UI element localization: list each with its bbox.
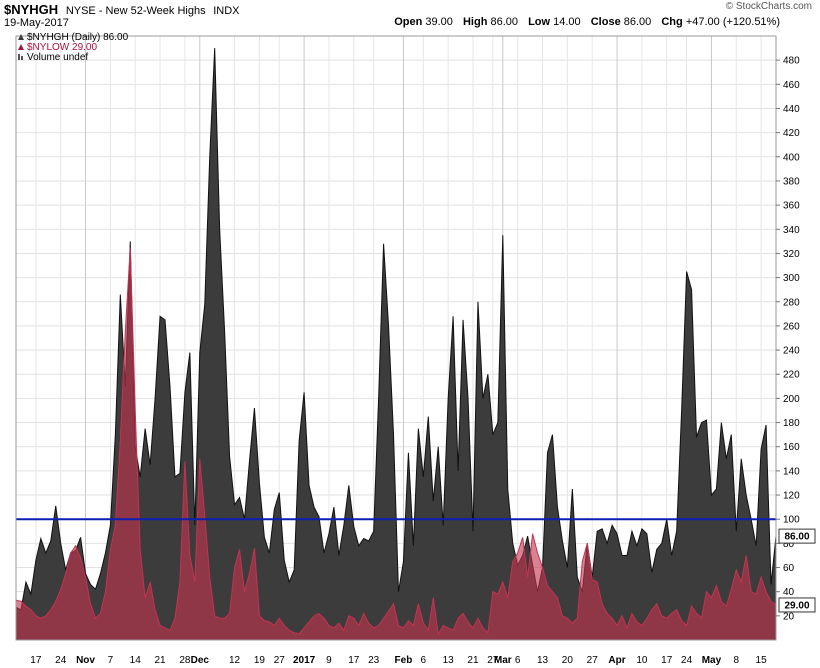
last-value-box-nyhgh: [778, 528, 816, 544]
y-tick-label: 460: [783, 80, 800, 91]
x-tick-label: Dec: [191, 655, 210, 666]
volume-legend-label: Volume undef: [27, 52, 88, 63]
low-value: 14.00: [553, 16, 581, 28]
high-label: High: [462, 16, 488, 28]
y-tick-label: 320: [783, 249, 800, 260]
y-axis: 20 40 60 80 100 120 140 160 180 200 220 240 260 280 30…: [776, 56, 816, 622]
x-tick-label: 17: [30, 655, 42, 666]
chg-label: Chg: [661, 16, 683, 28]
symbol-description: NYSE - New 52-Week Highs: [65, 5, 206, 17]
x-tick-label: 7: [108, 655, 114, 666]
x-tick-label: 15: [756, 655, 768, 666]
x-axis: 17 24 Nov 7 14 21 28 Dec 12 19 27 2017 9 17 23 Feb 6 13 21…: [30, 655, 767, 666]
x-tick-label: 17: [348, 655, 360, 666]
series-line-nyhgh: [15, 48, 777, 611]
nylow-legend-label: $NYLOW 29.00: [27, 42, 97, 53]
plot-frame: [15, 35, 777, 641]
y-tick-label: 340: [783, 225, 800, 236]
volume-legend-icon: [18, 54, 20, 60]
x-tick-label: May: [702, 655, 722, 666]
x-tick-label: 24: [681, 655, 693, 666]
y-tick-label: 200: [783, 394, 800, 405]
brand-logo: © StockCharts.com: [725, 1, 812, 12]
y-tick-label: 400: [783, 152, 800, 163]
x-tick-label: 6: [515, 655, 521, 666]
x-tick-label: Nov: [76, 655, 95, 666]
last-value-label-nyhgh: 86.00: [784, 532, 809, 543]
y-tick-label: 420: [783, 128, 800, 139]
x-tick-label: 24: [55, 655, 67, 666]
x-tick-label: Apr: [608, 655, 625, 666]
nylow-legend-icon: [18, 44, 24, 50]
y-tick-label: 220: [783, 370, 800, 381]
x-tick-label: 13: [537, 655, 549, 666]
x-tick-label: Feb: [395, 655, 413, 666]
y-tick-label: 40: [783, 587, 795, 598]
y-tick-label: 140: [783, 466, 800, 477]
symbol: $NYHGH: [4, 2, 59, 17]
y-tick-label: 380: [783, 176, 800, 187]
volume-legend-icon-2: [21, 56, 23, 60]
x-tick-label: 27: [274, 655, 286, 666]
x-tick-label: 13: [443, 655, 455, 666]
y-tick-label: 160: [783, 442, 800, 453]
x-tick-label: 17: [661, 655, 673, 666]
x-tick-label: 21: [154, 655, 166, 666]
x-tick-label: 27: [587, 655, 599, 666]
x-tick-label: 14: [130, 655, 142, 666]
x-tick-label: 23: [368, 655, 380, 666]
y-tick-label: 60: [783, 563, 795, 574]
chart-date: 19-May-2017: [4, 17, 69, 29]
symbol-exchange: INDX: [213, 5, 240, 17]
y-tick-label: 20: [783, 611, 795, 622]
chg-value: +47.00 (+120.51%): [685, 16, 780, 28]
y-tick-label: 440: [783, 104, 800, 115]
ohlc-summary: Open 39.00 High 86.00 Low 14.00 Close 86…: [394, 16, 780, 28]
y-tick-label: 300: [783, 273, 800, 284]
y-tick-label: 280: [783, 297, 800, 308]
open-value: 39.00: [425, 16, 453, 28]
y-tick-label: 120: [783, 491, 800, 502]
x-tick-label: 27: [487, 655, 499, 666]
y-tick-label: 240: [783, 346, 800, 357]
x-tick-label: Mar: [494, 655, 512, 666]
x-tick-label: 9: [326, 655, 332, 666]
open-label: Open: [394, 16, 423, 28]
close-value: 86.00: [623, 16, 652, 28]
y-tick-label: 360: [783, 201, 800, 212]
chart-legend: $NYHGH (Daily) 86.00 $NYLOW 29.00 Volume…: [18, 32, 129, 63]
last-value-box-nylow: [778, 597, 816, 613]
symbol-title: $NYHGH NYSE - New 52-Week Highs INDX: [4, 2, 240, 17]
chart-series: [15, 48, 777, 640]
series-area-nyhgh: [16, 48, 776, 640]
y-tick-label: 480: [783, 56, 800, 67]
y-tick-label: 180: [783, 418, 800, 429]
y-tick-label: 80: [783, 539, 795, 550]
close-label: Close: [590, 16, 621, 28]
x-tick-label: 12: [229, 655, 241, 666]
x-tick-label: 2017: [293, 655, 316, 666]
nyhgh-legend-icon: [18, 34, 24, 40]
x-tick-label: 6: [421, 655, 427, 666]
x-tick-label: 20: [562, 655, 574, 666]
series-area-nylow: [16, 247, 776, 640]
x-tick-label: 19: [254, 655, 266, 666]
x-tick-label: 8: [733, 655, 739, 666]
high-value: 86.00: [490, 16, 519, 28]
x-tick-label: 10: [636, 655, 648, 666]
y-tick-label: 100: [783, 515, 800, 526]
nyhgh-legend-label: $NYHGH (Daily) 86.00: [27, 32, 129, 43]
x-tick-label: 28: [179, 655, 191, 666]
chart-header: $NYHGH NYSE - New 52-Week Highs INDX 19-…: [0, 0, 820, 40]
series-line-nylow: [15, 247, 777, 636]
last-value-label-nylow: 29.00: [784, 600, 809, 611]
y-tick-label: 260: [783, 321, 800, 332]
x-tick-label: 21: [467, 655, 479, 666]
low-label: Low: [528, 16, 551, 28]
